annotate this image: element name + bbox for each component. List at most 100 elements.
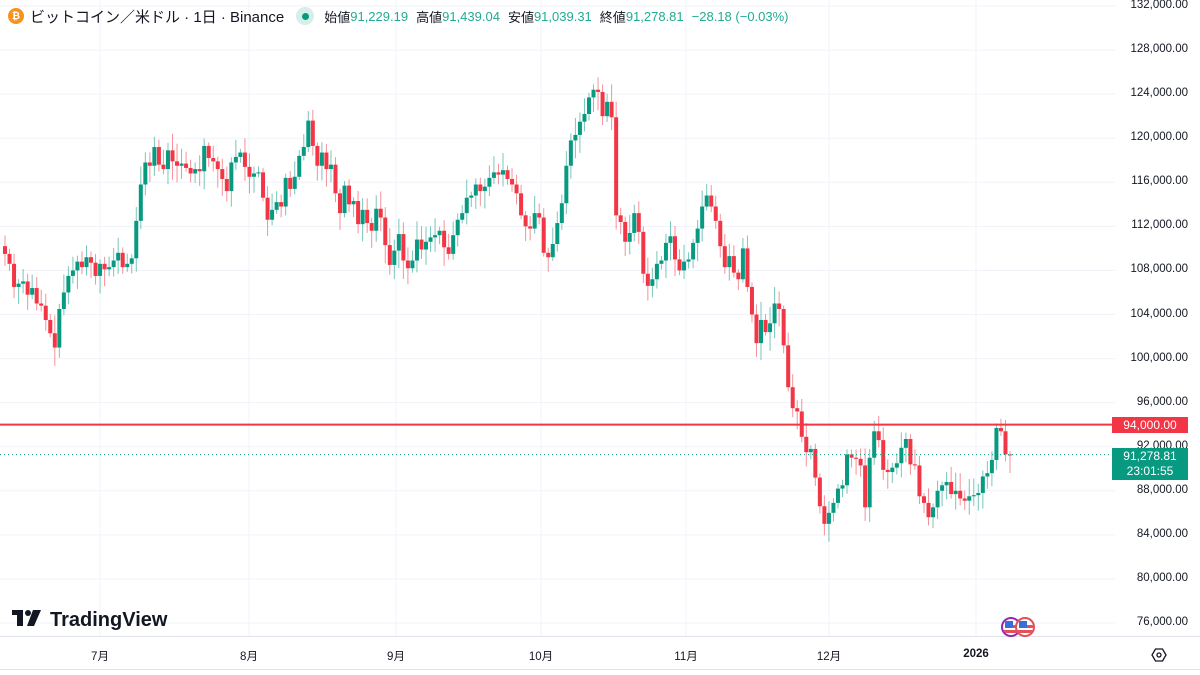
candle[interactable] xyxy=(175,143,180,183)
candle[interactable] xyxy=(211,145,216,172)
candle[interactable] xyxy=(134,207,139,272)
candle[interactable] xyxy=(962,490,967,510)
candle[interactable] xyxy=(70,256,75,284)
candle[interactable] xyxy=(682,244,687,280)
candle[interactable] xyxy=(700,190,705,242)
candle[interactable] xyxy=(156,139,161,172)
candle[interactable] xyxy=(759,301,764,360)
candle[interactable] xyxy=(442,220,447,266)
candle[interactable] xyxy=(772,287,777,339)
candle[interactable] xyxy=(292,161,297,195)
candle[interactable] xyxy=(396,218,401,269)
candle[interactable] xyxy=(170,133,175,180)
candle[interactable] xyxy=(736,269,741,291)
candle[interactable] xyxy=(120,247,125,274)
candle[interactable] xyxy=(596,77,601,111)
candle[interactable] xyxy=(912,449,917,470)
candle[interactable] xyxy=(12,253,17,299)
candle[interactable] xyxy=(165,142,170,185)
candle[interactable] xyxy=(931,503,936,529)
candle[interactable] xyxy=(659,255,664,270)
candle[interactable] xyxy=(749,282,754,323)
candle[interactable] xyxy=(102,256,107,287)
candle[interactable] xyxy=(478,177,483,206)
candle[interactable] xyxy=(297,149,302,181)
candle[interactable] xyxy=(460,204,465,224)
candle[interactable] xyxy=(52,315,57,366)
candle[interactable] xyxy=(600,84,605,125)
candle[interactable] xyxy=(242,138,247,181)
candle[interactable] xyxy=(437,226,442,245)
candle[interactable] xyxy=(781,305,786,354)
candle[interactable] xyxy=(786,332,791,392)
candle[interactable] xyxy=(944,472,949,500)
candle[interactable] xyxy=(455,213,460,247)
candle[interactable] xyxy=(831,498,836,522)
candle[interactable] xyxy=(894,453,899,475)
candle[interactable] xyxy=(614,101,619,230)
candle[interactable] xyxy=(940,481,945,507)
candle[interactable] xyxy=(129,254,134,274)
candle[interactable] xyxy=(424,226,429,265)
candle[interactable] xyxy=(668,221,673,261)
candle[interactable] xyxy=(799,398,804,443)
candle[interactable] xyxy=(428,226,433,252)
candle[interactable] xyxy=(813,443,818,486)
candle[interactable] xyxy=(872,420,877,465)
candle[interactable] xyxy=(342,181,347,218)
candle[interactable] xyxy=(967,479,972,515)
candle[interactable] xyxy=(16,279,21,304)
candle[interactable] xyxy=(731,245,736,278)
candle[interactable] xyxy=(116,237,121,274)
candle[interactable] xyxy=(43,293,48,331)
chart-settings-button[interactable] xyxy=(1151,647,1167,663)
candle[interactable] xyxy=(261,167,266,202)
candle[interactable] xyxy=(641,226,646,284)
candle[interactable] xyxy=(704,183,709,211)
candle[interactable] xyxy=(473,178,478,209)
candle[interactable] xyxy=(324,144,329,187)
candle[interactable] xyxy=(333,157,338,203)
market-status-icon[interactable] xyxy=(296,7,315,25)
candle[interactable] xyxy=(908,434,913,475)
candle[interactable] xyxy=(84,245,89,276)
candle[interactable] xyxy=(550,227,555,261)
candle[interactable] xyxy=(265,186,270,236)
candle[interactable] xyxy=(152,136,157,176)
candle[interactable] xyxy=(691,238,696,269)
candle[interactable] xyxy=(356,190,361,234)
candle[interactable] xyxy=(985,461,990,489)
candle[interactable] xyxy=(48,313,53,338)
candle[interactable] xyxy=(451,221,456,260)
candle[interactable] xyxy=(410,250,415,273)
candle[interactable] xyxy=(197,155,202,186)
candle[interactable] xyxy=(66,266,71,305)
candle[interactable] xyxy=(618,207,623,235)
candle[interactable] xyxy=(532,195,537,234)
candle[interactable] xyxy=(989,451,994,487)
candle[interactable] xyxy=(917,456,922,504)
candle[interactable] xyxy=(867,448,872,523)
candle[interactable] xyxy=(817,473,822,514)
candle[interactable] xyxy=(7,248,12,271)
candle[interactable] xyxy=(143,152,148,196)
candle[interactable] xyxy=(75,255,80,289)
candle[interactable] xyxy=(469,191,474,208)
candle[interactable] xyxy=(537,203,542,225)
candle[interactable] xyxy=(365,198,370,233)
candle[interactable] xyxy=(958,473,963,506)
candle[interactable] xyxy=(351,197,356,217)
candle[interactable] xyxy=(306,111,311,153)
candle[interactable] xyxy=(740,238,745,283)
candle[interactable] xyxy=(835,484,840,509)
candle[interactable] xyxy=(953,472,958,510)
candle[interactable] xyxy=(233,139,238,170)
candle[interactable] xyxy=(876,415,881,448)
candle[interactable] xyxy=(30,274,35,300)
candle[interactable] xyxy=(206,142,211,167)
candle[interactable] xyxy=(546,247,551,272)
candle[interactable] xyxy=(564,151,569,215)
candle[interactable] xyxy=(677,249,682,276)
candle[interactable] xyxy=(709,185,714,213)
